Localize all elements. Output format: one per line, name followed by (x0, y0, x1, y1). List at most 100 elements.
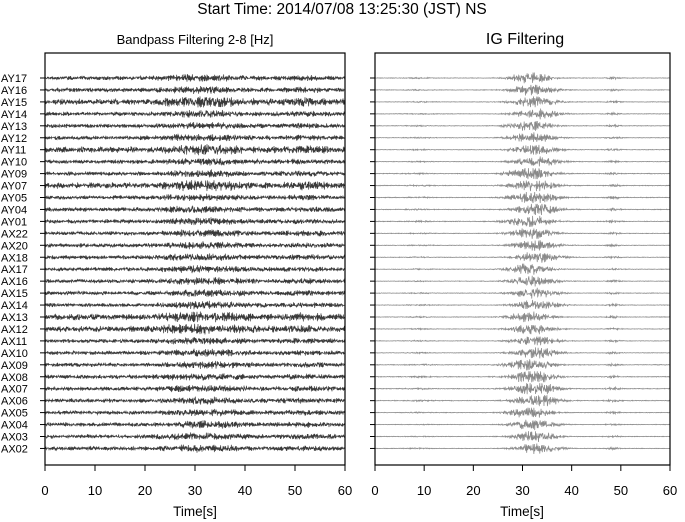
waveform-trace-ay14 (374, 108, 671, 120)
waveform-trace-ax11 (374, 335, 671, 346)
waveform-trace-ay14 (44, 109, 346, 118)
x-tick-label: 0 (41, 483, 48, 498)
waveform-trace-ax02 (374, 443, 671, 454)
bandpass-plot-frame (44, 52, 346, 466)
waveform-trace-ax18 (44, 253, 346, 261)
waveform-trace-ax20 (374, 240, 671, 251)
waveform-trace-ay16 (44, 85, 346, 94)
waveform-trace-ax09 (44, 360, 346, 369)
station-label: AX14 (1, 300, 28, 312)
waveform-trace-ay13 (44, 121, 346, 130)
waveform-trace-ay13 (374, 120, 670, 131)
bandpass-x-ticks: 0 10 20 30 40 50 60 (40, 77, 352, 498)
station-label: AX20 (1, 240, 28, 252)
station-label: AX15 (1, 288, 28, 300)
waveform-trace-ay10 (374, 156, 671, 167)
waveform-trace-ax16 (374, 275, 671, 287)
station-label: AX03 (1, 432, 28, 444)
waveform-trace-ax17 (44, 265, 346, 274)
waveform-trace-ay17 (44, 73, 346, 82)
station-label: AX09 (1, 360, 28, 372)
ig-x-axis-label: Time[s] (500, 504, 544, 519)
waveform-trace-ay01 (44, 217, 346, 226)
ig-traces (374, 72, 671, 454)
x-tick-label: 10 (88, 483, 102, 498)
station-label: AX02 (1, 443, 28, 455)
station-label: AY09 (1, 169, 27, 181)
station-label: AY11 (1, 145, 26, 157)
station-label: AY12 (1, 133, 27, 145)
waveform-trace-ay11 (374, 144, 671, 155)
station-label: AX22 (1, 228, 28, 240)
station-label: AX18 (1, 252, 28, 264)
station-label: AY10 (1, 157, 27, 169)
waveform-trace-ay10 (44, 158, 346, 166)
waveform-trace-ax17 (374, 263, 671, 275)
station-label: AY04 (1, 204, 27, 216)
station-label: AX16 (1, 276, 28, 288)
station-label: AX08 (1, 372, 28, 384)
waveform-trace-ax18 (374, 252, 671, 263)
waveform-trace-ay12 (44, 133, 346, 142)
station-label: AX12 (1, 324, 28, 336)
waveform-trace-ay11 (44, 144, 346, 156)
station-label: AX11 (1, 336, 27, 348)
station-label: AX06 (1, 396, 28, 408)
waveform-trace-ay05 (374, 191, 671, 204)
station-label: AX07 (1, 384, 28, 396)
station-label: AX05 (1, 408, 28, 420)
bandpass-station-labels: AY17AY16AY15AY14AY13AY12AY11AY10AY09AY07… (1, 73, 28, 455)
waveform-trace-ay05 (44, 193, 346, 202)
station-label: AY05 (1, 193, 27, 205)
ig-plot-frame (374, 52, 671, 466)
waveform-trace-ax09 (374, 359, 671, 371)
waveform-trace-ax06 (44, 396, 346, 405)
waveform-trace-ay16 (374, 84, 671, 96)
waveform-trace-ax08 (374, 371, 671, 383)
waveform-trace-ax15 (374, 287, 671, 299)
figure-title: Start Time: 2014/07/08 13:25:30 (JST) NS (197, 1, 486, 18)
station-label: AY14 (1, 109, 27, 121)
waveform-trace-ax14 (44, 300, 346, 310)
x-tick-label: 30 (188, 483, 202, 498)
waveform-trace-ax20 (44, 241, 346, 250)
station-label: AX04 (1, 420, 28, 432)
waveform-trace-ax12 (374, 324, 671, 335)
x-tick-label: 30 (515, 483, 529, 498)
waveform-trace-ax07 (374, 383, 671, 395)
waveform-trace-ax10 (374, 347, 671, 359)
waveform-trace-ax02 (44, 444, 346, 453)
waveform-trace-ay07 (374, 180, 671, 192)
waveform-trace-ax15 (44, 289, 346, 298)
waveform-trace-ax11 (44, 337, 346, 345)
waveform-trace-ay12 (374, 132, 671, 142)
ig-panel-title: IG Filtering (486, 31, 564, 48)
x-tick-label: 50 (288, 483, 302, 498)
station-label: AX13 (1, 312, 28, 324)
bandpass-panel: Bandpass Filtering 2-8 [Hz] AY17AY16AY15… (1, 32, 352, 519)
waveform-trace-ax16 (44, 277, 346, 285)
bandpass-panel-title: Bandpass Filtering 2-8 [Hz] (117, 32, 274, 47)
bandpass-traces (44, 73, 346, 453)
station-label: AX10 (1, 348, 28, 360)
x-tick-label: 50 (614, 483, 628, 498)
x-tick-label: 60 (663, 483, 677, 498)
waveform-trace-ax12 (44, 323, 346, 335)
waveform-trace-ax08 (44, 373, 346, 381)
waveform-trace-ax04 (44, 420, 346, 429)
station-label: AY13 (1, 121, 27, 133)
bandpass-x-axis-label: Time[s] (173, 504, 217, 519)
waveform-trace-ax05 (44, 408, 346, 417)
waveform-trace-ax10 (44, 348, 346, 357)
waveform-trace-ax22 (44, 229, 346, 237)
waveform-trace-ay01 (374, 215, 671, 227)
waveform-trace-ax13 (44, 311, 346, 323)
waveform-trace-ax06 (374, 395, 671, 407)
waveform-trace-ay17 (374, 72, 671, 84)
station-label: AY07 (1, 181, 27, 193)
ig-x-ticks: 0 10 20 30 40 50 60 (370, 77, 677, 498)
waveform-trace-ax03 (44, 432, 346, 441)
station-label: AY16 (1, 85, 27, 97)
x-tick-label: 20 (466, 483, 480, 498)
